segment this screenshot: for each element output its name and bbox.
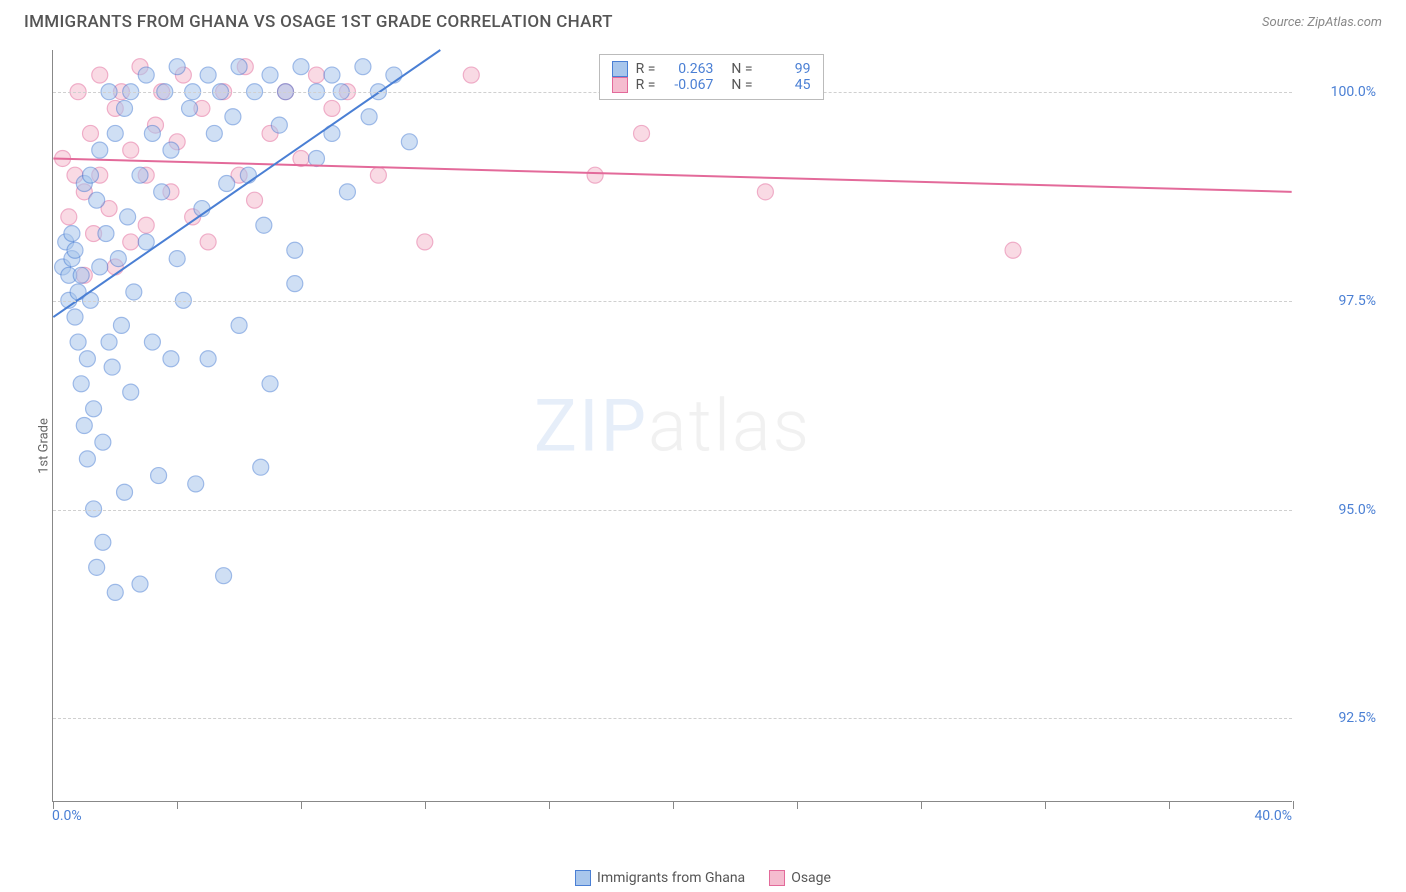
legend-swatch-icon <box>612 77 628 93</box>
gridline <box>53 718 1292 719</box>
x-tick <box>673 801 674 809</box>
x-tick <box>1293 801 1294 809</box>
chart-title: IMMIGRANTS FROM GHANA VS OSAGE 1ST GRADE… <box>24 12 613 32</box>
y-tick-label: 97.5% <box>1338 293 1376 309</box>
x-tick <box>921 801 922 809</box>
x-tick <box>425 801 426 809</box>
correlation-legend-box: R =0.263N =99R =-0.067N =45 <box>599 54 824 100</box>
y-tick-label: 92.5% <box>1338 710 1376 726</box>
y-tick-label: 95.0% <box>1338 502 1376 518</box>
x-tick <box>301 801 302 809</box>
legend-item: Immigrants from Ghana <box>575 870 745 886</box>
x-axis-max-label: 40.0% <box>1254 808 1292 824</box>
x-tick <box>1045 801 1046 809</box>
source-attribution: Source: ZipAtlas.com <box>1262 15 1382 30</box>
legend-swatch-icon <box>612 61 628 77</box>
legend-swatch-icon <box>575 870 591 886</box>
x-axis-min-label: 0.0% <box>52 808 82 824</box>
legend-label: Immigrants from Ghana <box>597 870 745 886</box>
x-tick <box>1169 801 1170 809</box>
chart-area: ZIPatlas R =0.263N =99R =-0.067N =45 0.0… <box>52 50 1382 832</box>
x-tick <box>177 801 178 809</box>
legend-stat-row: R =0.263N =99 <box>612 61 811 77</box>
scatter-plot-svg <box>53 50 1292 801</box>
legend-label: Osage <box>791 870 831 886</box>
series-legend: Immigrants from Ghana Osage <box>0 870 1406 886</box>
legend-item: Osage <box>769 870 831 886</box>
plot-area: ZIPatlas R =0.263N =99R =-0.067N =45 <box>52 50 1292 802</box>
x-tick <box>797 801 798 809</box>
gridline <box>53 510 1292 511</box>
y-axis-title: 1st Grade <box>36 418 51 474</box>
x-tick <box>549 801 550 809</box>
legend-swatch-icon <box>769 870 785 886</box>
legend-stat-row: R =-0.067N =45 <box>612 77 811 93</box>
y-tick-label: 100.0% <box>1331 84 1376 100</box>
gridline <box>53 301 1292 302</box>
